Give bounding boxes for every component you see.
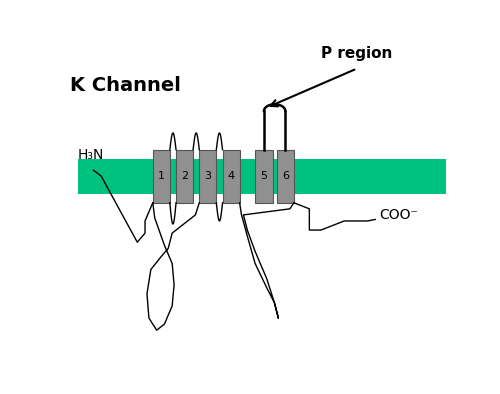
Bar — [256, 150, 272, 203]
Text: 1: 1 — [158, 171, 165, 181]
Bar — [222, 150, 240, 203]
Bar — [200, 150, 216, 203]
Text: H₃N: H₃N — [78, 148, 104, 162]
Text: P region: P region — [322, 46, 392, 61]
Bar — [78, 159, 446, 194]
Bar — [153, 150, 170, 203]
Text: COO⁻: COO⁻ — [379, 208, 418, 222]
Text: 4: 4 — [228, 171, 234, 181]
Text: 5: 5 — [260, 171, 268, 181]
Bar — [176, 150, 193, 203]
Text: K Channel: K Channel — [70, 76, 181, 95]
Bar — [277, 150, 294, 203]
Text: 6: 6 — [282, 171, 289, 181]
Text: 2: 2 — [181, 171, 188, 181]
Text: 3: 3 — [204, 171, 212, 181]
